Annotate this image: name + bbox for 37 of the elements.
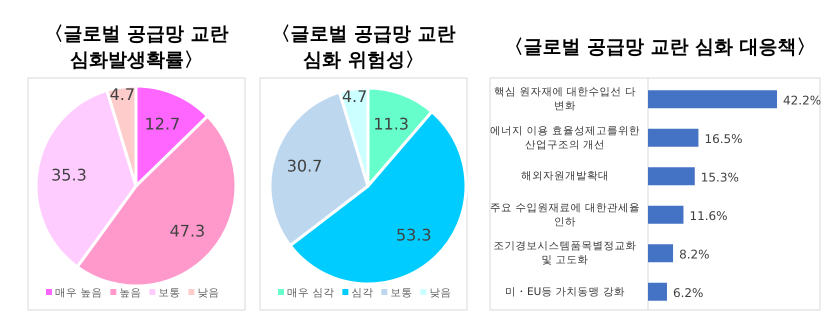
legend-label: 낮음 bbox=[197, 287, 220, 299]
data-label: 11.6% bbox=[689, 208, 728, 223]
legend-label: 심각 bbox=[351, 287, 374, 299]
data-label: 4.7 bbox=[342, 86, 368, 106]
bar bbox=[648, 282, 667, 301]
data-label: 47.3 bbox=[170, 221, 206, 240]
y-tick-label: 해외자원개발확대 bbox=[520, 169, 610, 184]
chart-title: 〈글로벌 공급망 교란 심화 대응책〉 bbox=[504, 36, 816, 58]
bar bbox=[648, 128, 698, 147]
data-label: 15.3% bbox=[700, 170, 739, 184]
data-label: 4.7 bbox=[110, 85, 136, 104]
legend-label: 보통 bbox=[158, 287, 180, 299]
bar bbox=[648, 244, 674, 262]
y-tick-label: 조기경보시스템품목별정교화 및 고도화 bbox=[492, 239, 638, 268]
y-tick-label: 에너지 이용 효율성제고를위한 산업구조의 개선 bbox=[490, 124, 640, 152]
data-label: 42.2% bbox=[783, 93, 822, 108]
chart-title: 〈글로벌 공급망 교란 심화발생확률〉 bbox=[44, 23, 229, 71]
bar bbox=[648, 206, 684, 224]
data-label: 6.2% bbox=[672, 286, 704, 300]
data-label: 8.2% bbox=[679, 247, 710, 262]
data-label: 53.3 bbox=[396, 225, 432, 244]
data-label: 12.7 bbox=[144, 114, 180, 134]
legend-label: 낮음 bbox=[429, 287, 452, 299]
data-label: 30.7 bbox=[286, 156, 322, 176]
legend-label: 매우 높음 bbox=[55, 287, 102, 299]
legend-label: 매우 심각 bbox=[287, 287, 334, 299]
data-label: 35.3 bbox=[51, 166, 87, 185]
data-label: 16.5% bbox=[704, 132, 743, 146]
bar bbox=[648, 90, 777, 108]
y-tick-label: 미・EU등 가치동맹 강화 bbox=[504, 284, 626, 299]
bar bbox=[648, 167, 695, 186]
legend-label: 높음 bbox=[119, 287, 142, 299]
data-label: 11.3 bbox=[373, 114, 409, 134]
chart-title: 〈글로벌 공급망 교란 심화 위험성〉 bbox=[271, 23, 456, 71]
y-tick-label: 핵심 원자재에 대한수입선 다변화 bbox=[492, 85, 637, 114]
legend-label: 보통 bbox=[390, 287, 412, 299]
y-tick-label: 주요 수입원재료에 대한관세율 인하 bbox=[490, 200, 640, 229]
